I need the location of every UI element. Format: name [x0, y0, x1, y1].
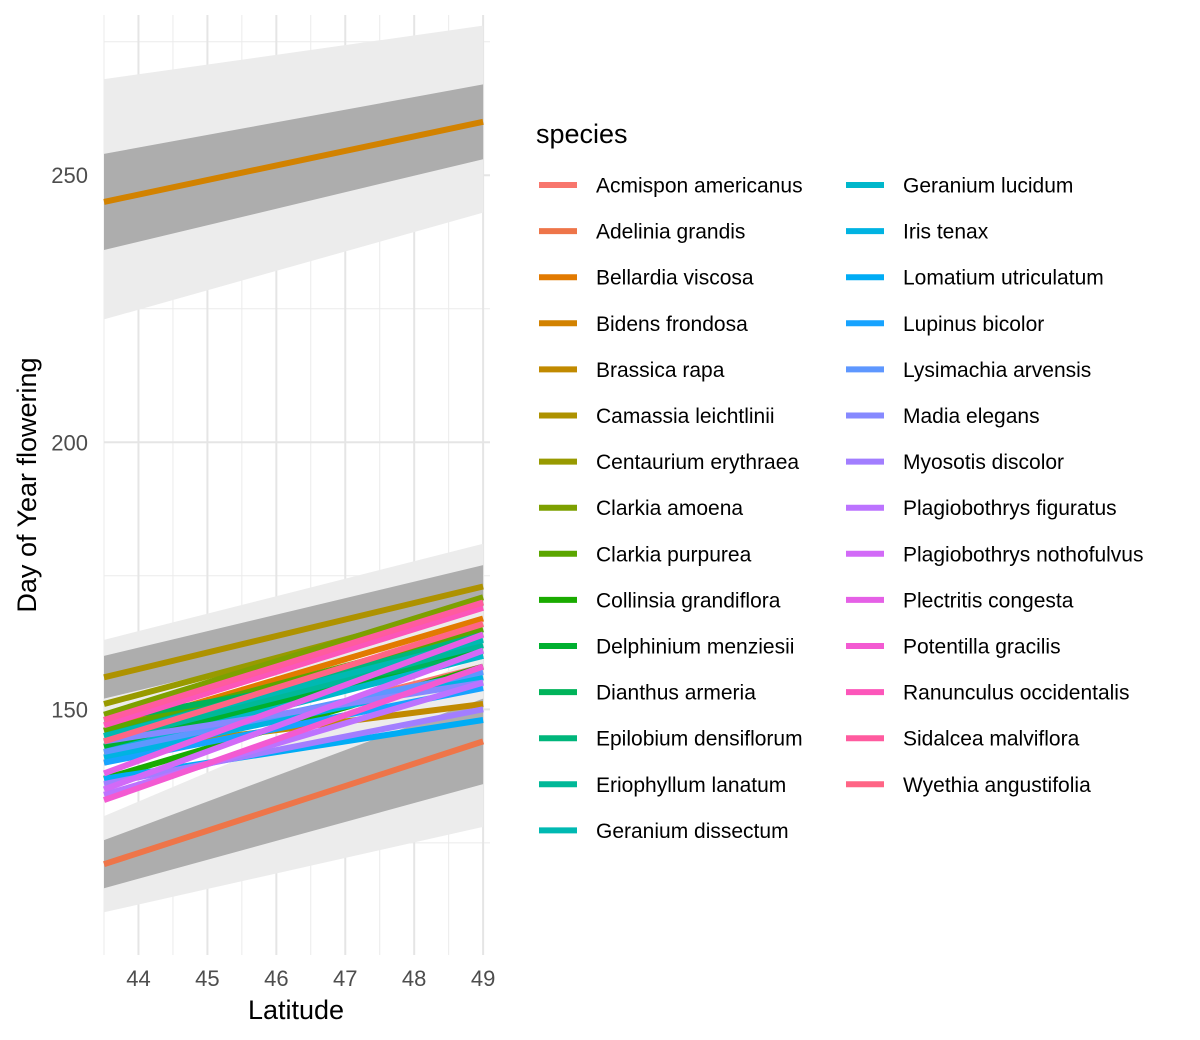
series-line [103, 642, 484, 745]
axes: 44 45 46 47 48 49 150 200 250 [51, 163, 495, 991]
series-line [102, 647, 485, 793]
legend-item: Plectritis congesta [846, 589, 1074, 612]
ribbon-inner [104, 84, 484, 250]
legend-label: Bidens frondosa [596, 313, 748, 336]
legend-item: Geranium lucidum [846, 175, 1073, 198]
legend-label: Brassica rapa [596, 359, 725, 382]
legend-item: Epilobium densiflorum [539, 728, 803, 751]
legend-label: Adelinia grandis [596, 221, 745, 244]
y-tick-label: 150 [51, 697, 88, 722]
x-tick-label: 44 [126, 966, 150, 991]
legend-label: Clarkia purpurea [596, 543, 752, 566]
legend-item: Sidalcea malviflora [846, 728, 1080, 751]
series-line [103, 604, 484, 729]
legend-label: Madia elegans [903, 405, 1040, 428]
legend-item: Collinsia grandiflora [539, 589, 781, 612]
legend-label: Geranium lucidum [903, 175, 1073, 198]
legend: Acmispon americanus Adelinia grandis Bella… [539, 175, 1144, 843]
legend-item: Plagiobothrys figuratus [846, 497, 1117, 520]
legend-label: Collinsia grandiflora [596, 589, 781, 612]
legend-item: Lomatium utriculatum [846, 267, 1104, 290]
legend-label: Bellardia viscosa [596, 267, 754, 290]
legend-label: Potentilla gracilis [903, 636, 1061, 659]
x-tick-label: 47 [333, 966, 357, 991]
legend-label: Lysimachia arvensis [903, 359, 1091, 382]
legend-item: Geranium dissectum [539, 820, 789, 843]
legend-item: Bellardia viscosa [539, 267, 754, 290]
series-line [103, 118, 484, 205]
y-axis-title: Day of Year flowering [12, 357, 42, 612]
legend-item: Eriophyllum lanatum [539, 774, 786, 797]
legend-item: Iris tenax [846, 221, 989, 244]
series-line [103, 599, 484, 723]
series-line [103, 738, 485, 868]
series-line [103, 679, 484, 745]
y-tick-label: 250 [51, 163, 88, 188]
series-lines [102, 118, 485, 868]
legend-item: Myosotis discolor [846, 451, 1064, 474]
legend-item: Lupinus bicolor [846, 313, 1044, 336]
legend-label: Clarkia amoena [596, 497, 743, 520]
legend-item: Dianthus armeria [539, 682, 756, 705]
legend-label: Geranium dissectum [596, 820, 789, 843]
legend-item: Lysimachia arvensis [846, 359, 1091, 382]
legend-item: Camassia leichtlinii [539, 405, 775, 428]
x-tick-label: 48 [402, 966, 426, 991]
legend-label: Eriophyllum lanatum [596, 774, 786, 797]
y-tick-label: 200 [51, 430, 88, 455]
legend-label: Wyethia angustifolia [903, 774, 1091, 797]
legend-label: Camassia leichtlinii [596, 405, 775, 428]
series-line [103, 594, 484, 718]
x-tick-label: 45 [195, 966, 219, 991]
legend-item: Bidens frondosa [539, 313, 748, 336]
series-line [103, 663, 485, 803]
legend-item: Clarkia purpurea [539, 543, 752, 566]
legend-label: Plagiobothrys nothofulvus [903, 543, 1144, 566]
legend-item: Clarkia amoena [539, 497, 743, 520]
legend-label: Sidalcea malviflora [903, 728, 1080, 751]
legend-label: Lomatium utriculatum [903, 267, 1104, 290]
series-line [102, 631, 485, 777]
legend-label: Centaurium erythraea [596, 451, 799, 474]
legend-item: Centaurium erythraea [539, 451, 799, 474]
legend-item: Potentilla gracilis [846, 636, 1061, 659]
legend-item: Brassica rapa [539, 359, 725, 382]
legend-item: Ranunculus occidentalis [846, 682, 1129, 705]
legend-label: Plectritis congesta [903, 589, 1074, 612]
legend-label: Plagiobothrys figuratus [903, 497, 1117, 520]
legend-label: Myosotis discolor [903, 451, 1064, 474]
legend-item: Wyethia angustifolia [846, 774, 1091, 797]
ribbon-inner [104, 698, 484, 889]
legend-title: species [536, 119, 628, 149]
legend-item: Plagiobothrys nothofulvus [846, 543, 1144, 566]
x-axis-title: Latitude [248, 995, 344, 1025]
series-line [103, 583, 484, 681]
legend-label: Epilobium densiflorum [596, 728, 803, 751]
legend-label: Acmispon americanus [596, 175, 803, 198]
legend-label: Ranunculus occidentalis [903, 682, 1129, 705]
legend-item: Adelinia grandis [539, 221, 745, 244]
legend-label: Lupinus bicolor [903, 313, 1044, 336]
series-line [103, 621, 484, 745]
legend-label: Dianthus armeria [596, 682, 756, 705]
legend-item: Acmispon americanus [539, 175, 803, 198]
legend-label: Delphinium menziesii [596, 636, 794, 659]
legend-label: Iris tenax [903, 221, 989, 244]
legend-item: Delphinium menziesii [539, 636, 794, 659]
series-line [103, 706, 484, 788]
legend-item: Madia elegans [846, 405, 1040, 428]
x-tick-label: 49 [471, 966, 495, 991]
x-tick-label: 46 [264, 966, 288, 991]
